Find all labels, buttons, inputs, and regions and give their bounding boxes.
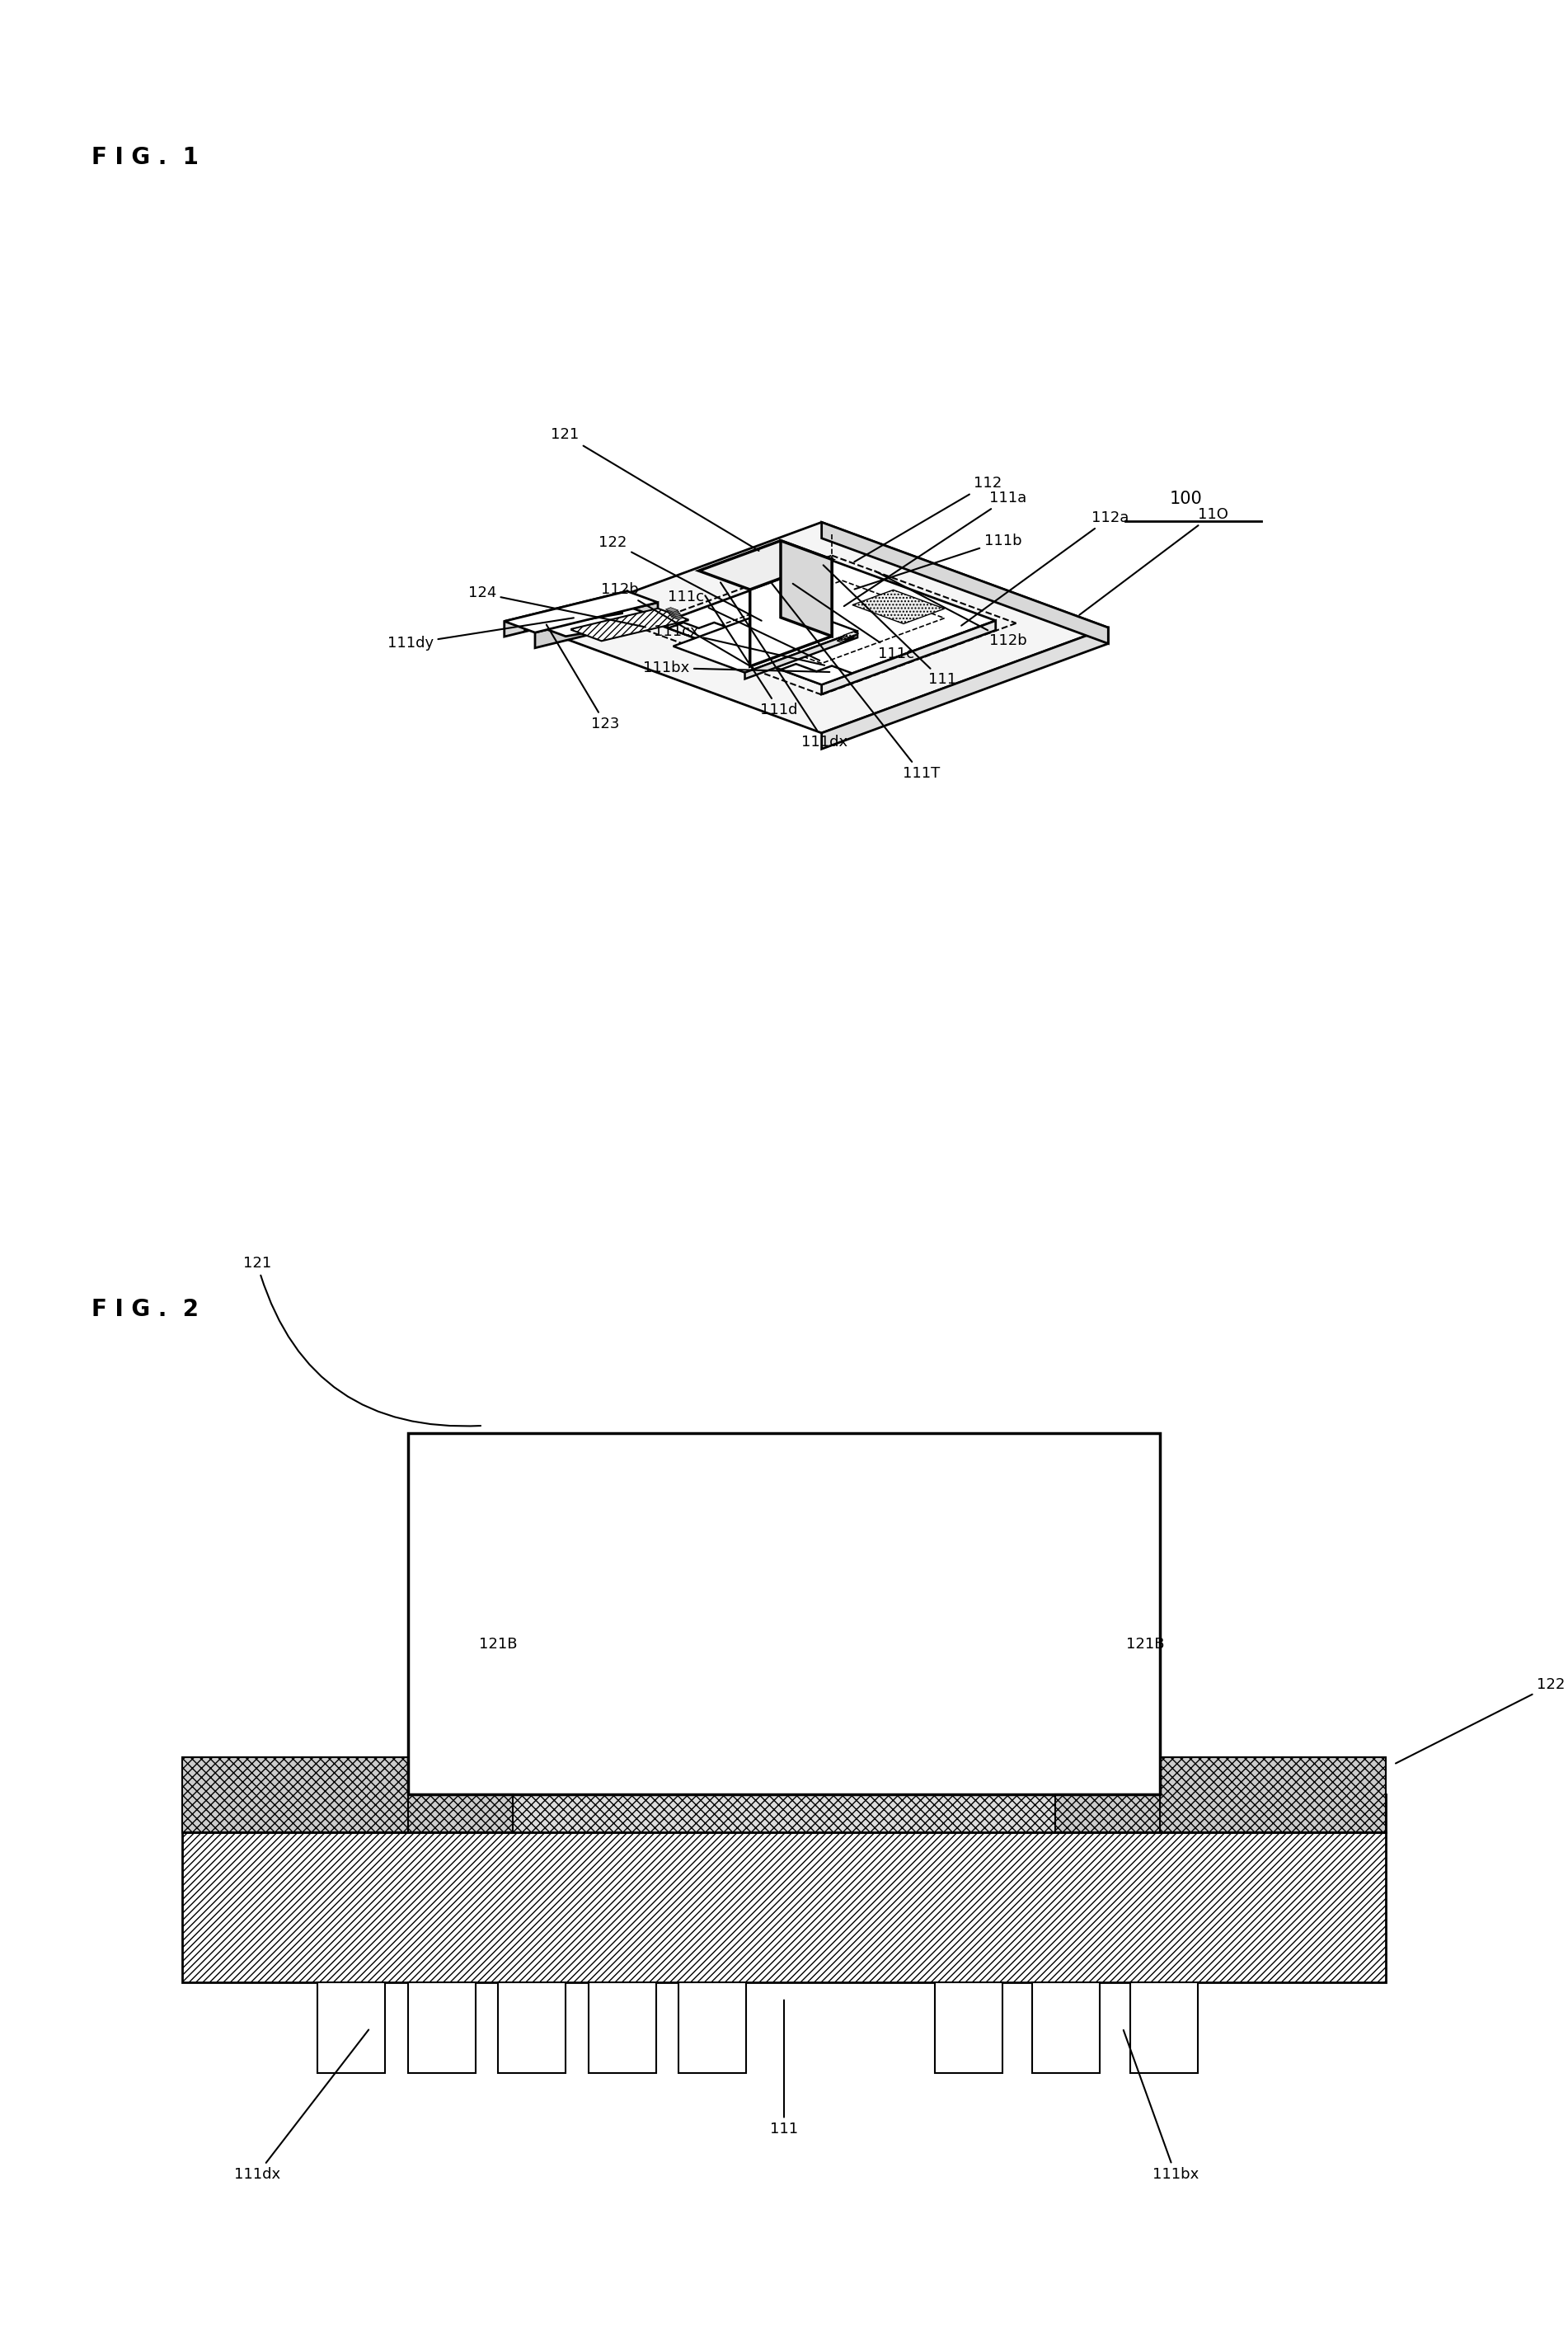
Polygon shape [182, 1757, 408, 1831]
Text: 111: 111 [823, 565, 956, 686]
Polygon shape [822, 628, 1109, 749]
Polygon shape [408, 1983, 475, 2073]
Polygon shape [781, 663, 853, 684]
Polygon shape [571, 610, 688, 640]
Text: 111dy: 111dy [387, 619, 574, 652]
Text: 123: 123 [546, 624, 619, 731]
Text: 111: 111 [770, 2001, 798, 2136]
Text: 11O: 11O [1079, 507, 1228, 614]
Text: 111c: 111c [793, 584, 914, 661]
Polygon shape [822, 621, 996, 693]
Polygon shape [1032, 1983, 1101, 2073]
Polygon shape [679, 1983, 746, 2073]
Polygon shape [668, 612, 682, 617]
Polygon shape [839, 635, 855, 642]
Polygon shape [659, 561, 996, 684]
Text: F I G .  2: F I G . 2 [91, 1298, 199, 1322]
Polygon shape [525, 605, 663, 635]
Text: 121B: 121B [478, 1636, 517, 1652]
Polygon shape [182, 1831, 1386, 1983]
Polygon shape [781, 540, 833, 635]
Polygon shape [822, 521, 1109, 645]
Text: 112: 112 [855, 477, 1002, 561]
Polygon shape [670, 614, 682, 619]
Text: 112b: 112b [601, 582, 753, 668]
Polygon shape [750, 558, 833, 666]
Polygon shape [505, 591, 627, 638]
Text: 111T: 111T [771, 584, 939, 782]
Text: 122: 122 [599, 535, 762, 621]
Polygon shape [665, 607, 679, 612]
Text: 111bx: 111bx [643, 661, 829, 675]
Polygon shape [571, 610, 688, 640]
Text: 111d: 111d [706, 596, 798, 717]
Text: 121B: 121B [1126, 1636, 1165, 1652]
Polygon shape [1055, 1794, 1160, 1831]
Polygon shape [535, 521, 1109, 733]
Polygon shape [745, 631, 858, 679]
Polygon shape [1160, 1757, 1386, 1831]
Polygon shape [699, 540, 833, 589]
Text: 111c: 111c [668, 589, 820, 661]
Text: 124: 124 [467, 586, 646, 626]
Polygon shape [408, 1794, 513, 1831]
Polygon shape [182, 1794, 1386, 1831]
Polygon shape [505, 591, 659, 633]
Polygon shape [317, 1983, 386, 2073]
Polygon shape [842, 633, 858, 638]
Polygon shape [1131, 1983, 1198, 2073]
Polygon shape [408, 1433, 1160, 1794]
Text: 100: 100 [1170, 491, 1203, 507]
Text: 111cx: 111cx [654, 624, 825, 666]
Polygon shape [668, 624, 729, 640]
Text: 111b: 111b [855, 533, 1022, 589]
Text: 121: 121 [550, 428, 759, 551]
Polygon shape [853, 589, 944, 624]
Polygon shape [844, 631, 859, 638]
Text: F I G .  1: F I G . 1 [91, 147, 199, 170]
Polygon shape [673, 605, 858, 673]
Text: 111a: 111a [844, 491, 1027, 605]
Polygon shape [535, 603, 659, 647]
Polygon shape [499, 1983, 566, 2073]
Text: 111bx: 111bx [1123, 2029, 1198, 2183]
Polygon shape [666, 610, 679, 614]
Polygon shape [525, 605, 622, 631]
Polygon shape [935, 1983, 1002, 2073]
Text: 112a: 112a [961, 510, 1129, 626]
Polygon shape [588, 1983, 655, 2073]
Polygon shape [671, 614, 684, 619]
Text: 111dx: 111dx [234, 2029, 368, 2183]
Text: 112b: 112b [875, 570, 1027, 649]
Text: 121: 121 [243, 1257, 481, 1426]
Polygon shape [837, 638, 853, 642]
Text: 122: 122 [1396, 1678, 1565, 1764]
Polygon shape [668, 610, 681, 614]
Text: 111dx: 111dx [721, 582, 848, 749]
Polygon shape [840, 635, 856, 640]
